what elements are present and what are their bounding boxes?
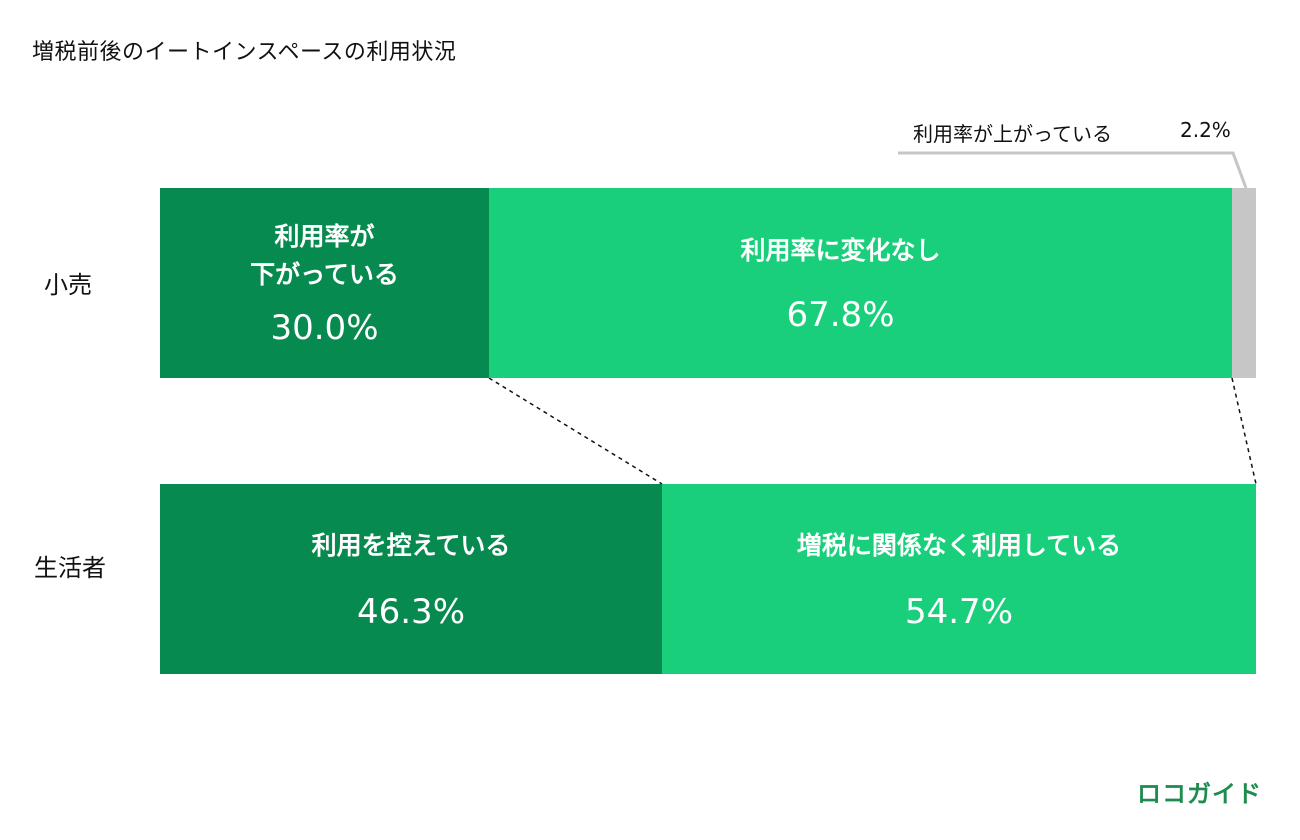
segment-value: 30.0% — [270, 308, 379, 348]
segment-label: 利用率が 下がっている — [250, 222, 399, 289]
bar-segment-consumer-using: 増税に関係なく利用している 54.7% — [662, 484, 1256, 674]
segment-value: 54.7% — [904, 592, 1013, 632]
segment-label: 利用率に変化なし — [740, 236, 941, 265]
bar-segment-consumer-refraining: 利用を控えている 46.3% — [160, 484, 662, 674]
category-label-retail: 小売 — [44, 271, 92, 299]
segment-value: 46.3% — [356, 592, 465, 632]
category-label-consumer: 生活者 — [34, 554, 106, 582]
bar-segment-retail-no-change: 利用率に変化なし 67.8% — [489, 188, 1232, 378]
bar-consumer: 利用を控えている 46.3% 増税に関係なく利用している 54.7% — [160, 484, 1256, 674]
bar-segment-retail-usage-down: 利用率が 下がっている 30.0% — [160, 188, 489, 378]
bar-retail: 利用率が 下がっている 30.0% 利用率に変化なし 67.8% — [160, 188, 1256, 378]
segment-label: 利用を控えている — [311, 531, 511, 560]
callout-leader-line — [898, 151, 1248, 189]
bar-segment-retail-usage-up — [1232, 188, 1256, 378]
connector-line-right — [1231, 377, 1257, 485]
segment-label: 増税に関係なく利用している — [796, 531, 1122, 560]
callout-label-usage-up: 利用率が上がっている — [913, 122, 1112, 146]
chart-title: 増税前後のイートインスペースの利用状況 — [32, 40, 457, 65]
brand-logo: ロコガイド — [1137, 780, 1262, 808]
segment-value: 67.8% — [786, 295, 895, 335]
connector-line-left — [488, 377, 663, 485]
callout-value-usage-up: 2.2% — [1180, 118, 1231, 142]
